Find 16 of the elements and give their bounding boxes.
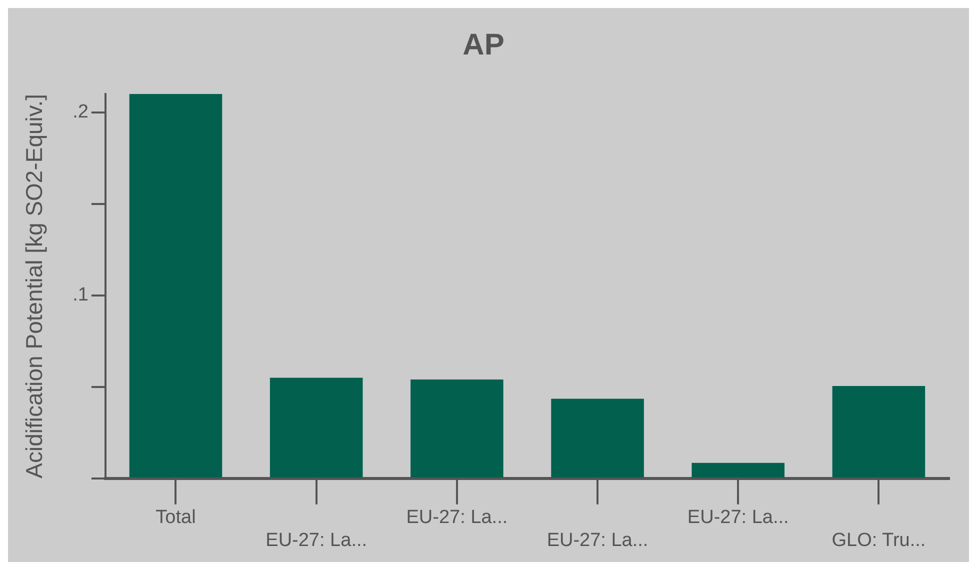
x-tick-label: Total [156, 507, 196, 528]
x-tick-label: GLO: Tru... [832, 530, 926, 551]
y-tick-label: .1 [72, 284, 88, 306]
x-tick-label: EU-27: La... [266, 530, 368, 551]
y-tick-label: .2 [72, 102, 88, 123]
chart-title: AP [462, 28, 504, 62]
x-tick-label: EU-27: La... [406, 507, 508, 528]
bar [551, 398, 644, 478]
x-tick-label: EU-27: La... [546, 530, 648, 551]
bar [832, 386, 926, 478]
bar [692, 462, 785, 478]
bar [129, 94, 222, 478]
x-tick-label: EU-27: La... [687, 507, 789, 528]
bar [270, 378, 363, 478]
bar [410, 380, 504, 478]
y-axis-title: Acidification Potential [kg SO2-Equiv.] [21, 94, 48, 478]
